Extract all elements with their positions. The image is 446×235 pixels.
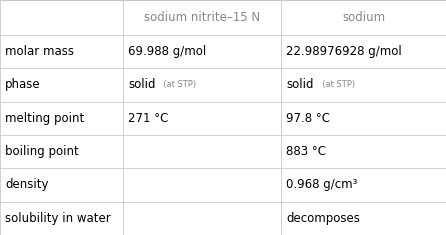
Text: sodium nitrite–15 N: sodium nitrite–15 N — [144, 11, 260, 24]
Text: solid: solid — [128, 78, 156, 91]
Text: 97.8 °C: 97.8 °C — [286, 112, 330, 125]
Text: 22.98976928 g/mol: 22.98976928 g/mol — [286, 45, 402, 58]
Text: density: density — [5, 178, 49, 192]
Text: (at STP): (at STP) — [158, 80, 196, 89]
Text: molar mass: molar mass — [5, 45, 74, 58]
Text: 0.968 g/cm³: 0.968 g/cm³ — [286, 178, 358, 192]
Text: decomposes: decomposes — [286, 212, 360, 225]
Text: (at STP): (at STP) — [317, 80, 355, 89]
Text: boiling point: boiling point — [5, 145, 79, 158]
Text: sodium: sodium — [342, 11, 385, 24]
Text: melting point: melting point — [5, 112, 85, 125]
Text: 69.988 g/mol: 69.988 g/mol — [128, 45, 206, 58]
Text: 271 °C: 271 °C — [128, 112, 169, 125]
Text: solubility in water: solubility in water — [5, 212, 111, 225]
Text: phase: phase — [5, 78, 41, 91]
Text: 883 °C: 883 °C — [286, 145, 326, 158]
Text: solid: solid — [286, 78, 314, 91]
